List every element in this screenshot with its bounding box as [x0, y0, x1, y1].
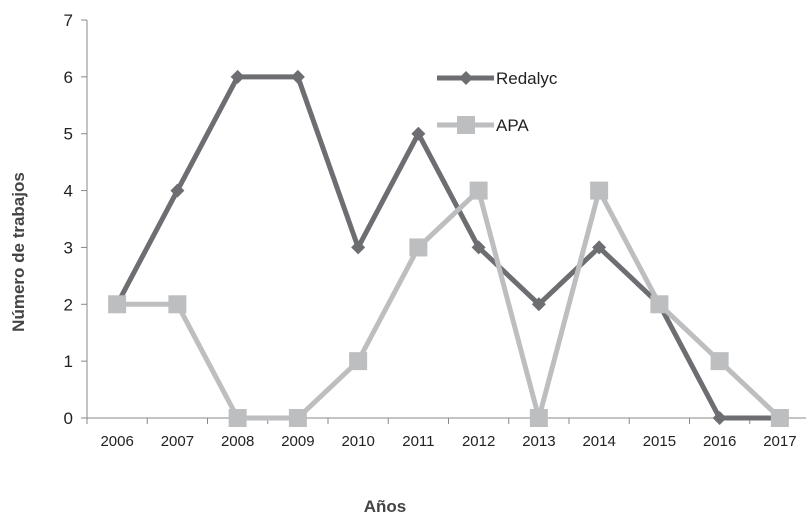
y-tick-label: 2	[64, 295, 73, 314]
y-axis-title: Número de trabajos	[9, 172, 28, 332]
axes	[86, 20, 806, 419]
data-point	[590, 181, 609, 200]
data-point	[108, 295, 127, 314]
data-point	[170, 183, 185, 198]
x-tick-label: 2013	[522, 433, 555, 450]
y-tick-label: 5	[64, 125, 73, 144]
data-point	[411, 126, 426, 141]
data-point	[471, 240, 486, 255]
series-layer	[108, 69, 789, 428]
data-point	[168, 295, 187, 314]
legend-marker	[459, 71, 473, 85]
x-tick-label: 2006	[100, 433, 133, 450]
data-point	[290, 69, 305, 84]
y-tick-label: 4	[64, 182, 73, 201]
x-axis-title: Años	[364, 497, 407, 514]
y-tick-label: 1	[64, 352, 73, 371]
data-point	[712, 411, 727, 425]
series-line	[114, 74, 780, 421]
x-tick-label: 2012	[462, 433, 495, 450]
y-tick-label: 0	[64, 409, 73, 428]
x-tick-label: 2010	[341, 433, 374, 450]
y-ticks: 0 1 2 3 4 5 6 7	[64, 11, 87, 428]
y-tick-label: 7	[64, 11, 73, 30]
legend-marker	[457, 116, 475, 134]
y-tick-label: 3	[64, 238, 73, 257]
x-tick-label: 2016	[703, 433, 736, 450]
data-point	[228, 409, 247, 427]
x-tick-label: 2011	[402, 433, 434, 450]
legend-item: APA	[437, 116, 529, 135]
legend-label: APA	[496, 116, 529, 135]
data-point	[288, 409, 307, 427]
data-point	[592, 240, 607, 255]
data-point	[349, 352, 368, 371]
legend: Redalyc APA	[437, 69, 558, 135]
x-tick-label: 2009	[281, 433, 314, 450]
x-tick-label: 2017	[763, 433, 796, 450]
series-line	[117, 183, 782, 428]
series-apa	[108, 181, 789, 428]
data-point	[531, 297, 546, 312]
data-point	[529, 409, 548, 427]
data-point	[230, 69, 245, 84]
x-tick-label: 2007	[161, 433, 194, 450]
data-point	[469, 181, 488, 200]
legend-label: Redalyc	[496, 69, 558, 88]
data-point	[351, 240, 366, 255]
x-ticks: 2006 2007 2008 2009 2010 2011 2012 2013 2014 2015…	[86, 418, 797, 450]
x-tick-label: 2015	[643, 433, 676, 450]
data-point	[409, 238, 428, 257]
data-point	[710, 352, 729, 371]
y-tick-label: 6	[64, 68, 73, 87]
data-point	[770, 409, 789, 427]
data-point	[650, 295, 669, 314]
x-tick-label: 2014	[582, 433, 615, 450]
x-tick-label: 2008	[221, 433, 254, 450]
legend-item: Redalyc	[437, 69, 558, 88]
